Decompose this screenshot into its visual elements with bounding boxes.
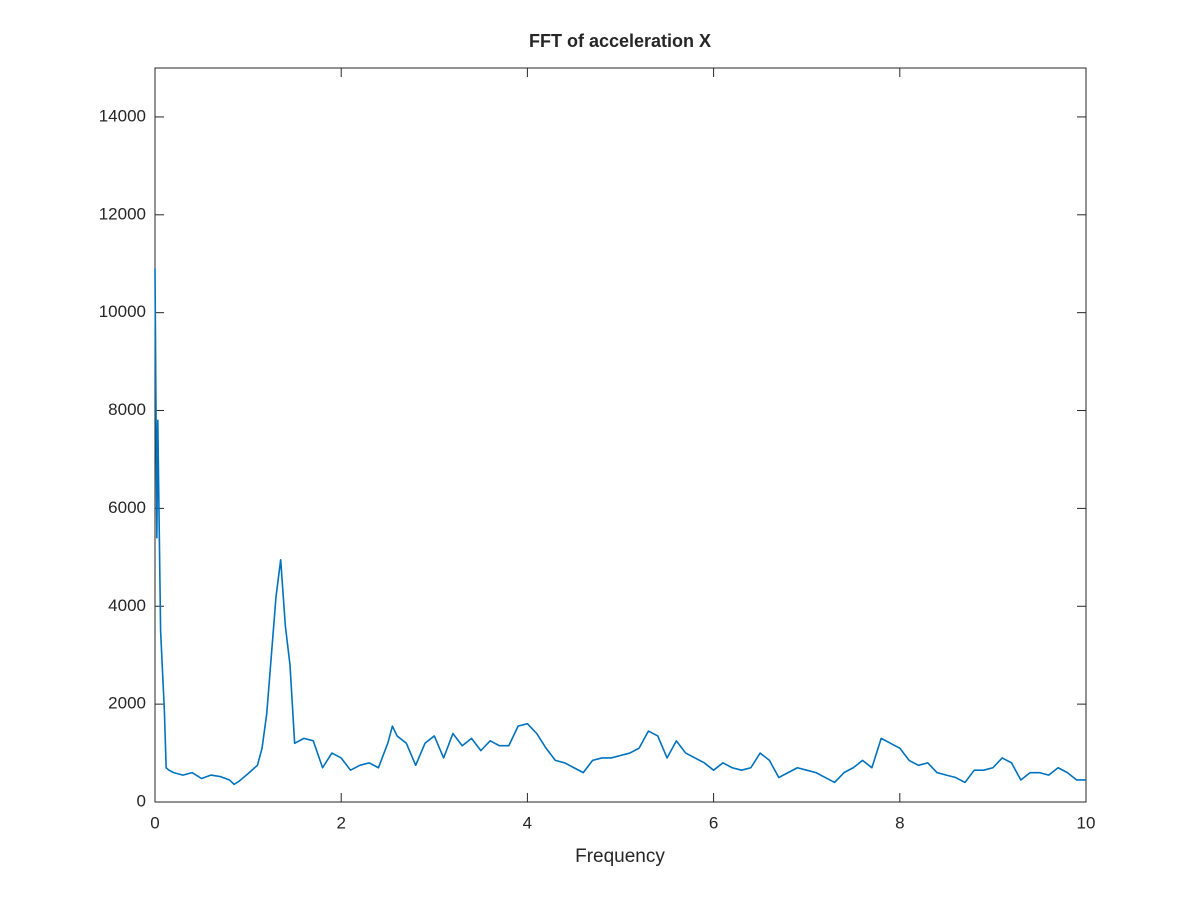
y-tick-label: 12000	[99, 204, 146, 223]
x-axis-label: Frequency	[575, 846, 665, 867]
x-tick-label: 10	[1077, 813, 1096, 832]
y-tick-label: 4000	[108, 596, 146, 615]
x-tick-label: 2	[336, 813, 345, 832]
y-tick-label: 2000	[108, 694, 146, 713]
x-tick-label: 8	[895, 813, 904, 832]
x-tick-label: 4	[523, 813, 532, 832]
y-tick-label: 0	[137, 791, 146, 810]
x-tick-label: 0	[150, 813, 159, 832]
y-tick-label: 10000	[99, 302, 146, 321]
chart-title: FFT of acceleration X	[529, 31, 711, 51]
plot-frame	[154, 67, 1087, 803]
data-line	[154, 268, 1086, 786]
x-tick-label: 6	[709, 813, 718, 832]
y-tick-label: 8000	[108, 400, 146, 419]
y-tick-label: 6000	[108, 498, 146, 517]
y-tick-label: 14000	[99, 106, 146, 125]
